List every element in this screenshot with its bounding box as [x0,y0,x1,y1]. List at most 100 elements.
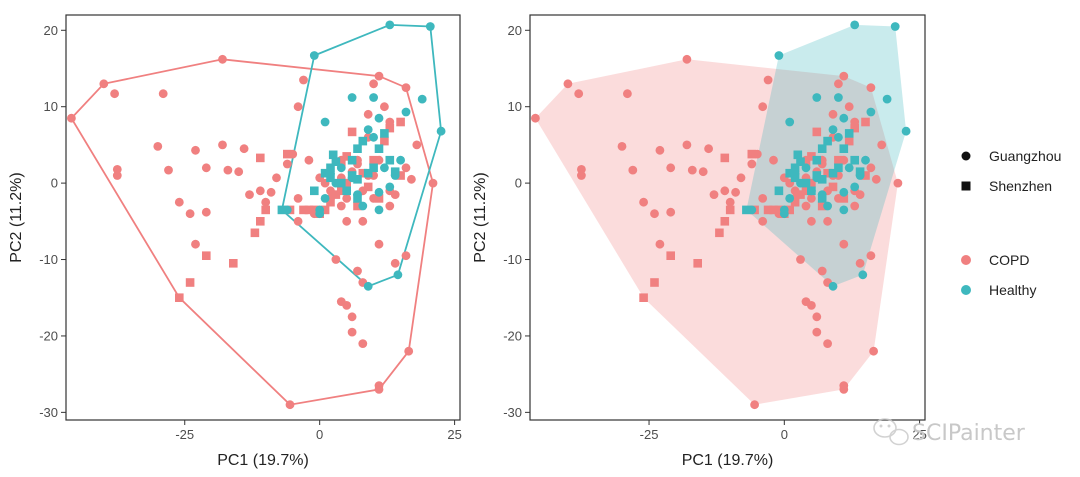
point-copd-guangzhou [531,113,540,123]
point-copd-shenzhen [861,117,870,127]
point-copd-guangzhou [844,102,854,112]
hull-healthy [746,24,907,287]
point-copd-shenzhen [261,205,270,215]
point-copd-guangzhou [682,54,692,64]
point-copd-guangzhou [666,163,676,173]
legend-label-shenzhen: Shenzhen [989,178,1052,194]
point-healthy-guangzhou [839,205,849,215]
point-healthy-shenzhen [790,173,800,183]
point-copd-shenzhen [850,123,859,133]
point-copd-guangzhou [655,145,665,155]
point-healthy-shenzhen [390,167,400,176]
point-healthy-shenzhen [855,167,865,176]
point-copd-shenzhen [763,205,773,215]
point-copd-shenzhen [796,190,805,199]
point-copd-guangzhou [374,71,384,81]
point-copd-shenzhen [839,194,849,203]
y-tick-label: 20 [44,23,58,38]
point-copd-shenzhen [769,205,778,215]
point-healthy-guangzhou [901,126,911,136]
point-copd-guangzhou [110,89,119,99]
point-healthy-guangzhou [380,163,389,173]
watermark-text: SCIPainter [912,421,1026,446]
point-healthy-guangzhou [401,107,411,117]
point-healthy-guangzhou [785,117,795,127]
point-copd-guangzhou [390,258,400,268]
point-copd-shenzhen [347,127,357,137]
point-copd-guangzhou [828,109,838,119]
point-copd-guangzhou [299,75,308,85]
point-copd-guangzhou [839,385,849,394]
point-copd-guangzhou [758,102,768,112]
point-copd-shenzhen [310,205,319,215]
point-copd-guangzhou [255,186,265,196]
point-copd-guangzhou [807,216,816,226]
panel-filled: -25 0 25 -30 -20 -10 0 10 20 PC1 (19.7%) PC2 (11.2… [472,14,927,469]
point-copd-shenzhen [353,201,362,211]
point-copd-shenzhen [807,178,816,188]
point-healthy-shenzhen [812,171,822,180]
point-healthy-shenzhen [812,155,822,165]
point-copd-guangzhou [655,239,665,249]
point-copd-guangzhou [769,155,778,165]
point-copd-shenzhen [342,178,351,188]
point-copd-guangzhou [285,400,295,410]
point-copd-shenzhen [299,205,308,215]
point-healthy-shenzhen [353,144,362,153]
point-healthy-shenzhen [326,173,335,183]
point-copd-guangzhou [871,174,881,184]
point-copd-guangzhou [358,216,368,226]
point-healthy-shenzhen [320,168,330,178]
point-copd-guangzhou [812,327,822,337]
point-copd-guangzhou [185,209,195,219]
point-healthy-guangzhou [320,194,330,203]
point-copd-guangzhou [67,113,76,123]
x-tick-label: 25 [447,427,461,442]
point-copd-guangzhou [823,216,832,226]
point-healthy-guangzhou [828,281,838,291]
point-copd-guangzhou [347,327,357,337]
point-copd-guangzhou [839,239,849,249]
point-copd-shenzhen [202,251,211,260]
point-copd-shenzhen [650,278,659,287]
x-tick-label: -25 [175,427,194,442]
point-healthy-shenzhen [385,155,395,165]
point-healthy-guangzhou [828,125,838,134]
point-copd-shenzhen [250,228,260,238]
point-healthy-shenzhen [839,144,849,153]
point-copd-shenzhen [790,197,800,207]
point-healthy-guangzhou [834,132,843,142]
y-tick-label: 20 [508,23,522,38]
point-copd-guangzhou [650,209,659,219]
point-copd-guangzhou [758,216,768,226]
point-healthy-guangzhou [839,187,849,197]
point-copd-shenzhen [639,293,648,302]
point-copd-guangzhou [763,75,773,85]
point-copd-guangzhou [369,79,378,89]
point-healthy-shenzhen [796,157,805,166]
point-copd-guangzhou [164,165,173,175]
point-copd-guangzhou [336,201,346,211]
point-copd-guangzhou [401,251,411,261]
point-healthy-guangzhou [363,281,373,291]
point-copd-shenzhen [396,171,405,180]
point-copd-guangzhou [682,140,692,150]
point-healthy-guangzhou [396,155,405,165]
point-copd-guangzhou [834,79,843,89]
point-healthy-shenzhen [347,155,357,165]
point-healthy-shenzhen [817,144,827,153]
point-copd-guangzhou [617,142,627,151]
x-tick-label: 25 [912,427,926,442]
point-healthy-shenzhen [328,150,338,160]
point-healthy-shenzhen [277,205,287,215]
point-healthy-shenzhen [817,194,827,203]
point-healthy-guangzhou [436,126,446,136]
point-copd-guangzhou [201,163,211,173]
point-copd-guangzhou [577,171,586,180]
point-copd-guangzhou [639,197,648,207]
point-healthy-shenzhen [790,163,800,173]
point-copd-shenzhen [785,205,794,215]
point-healthy-shenzhen [742,205,751,215]
point-copd-guangzhou [698,167,708,177]
y-tick-label: 0 [51,176,58,191]
